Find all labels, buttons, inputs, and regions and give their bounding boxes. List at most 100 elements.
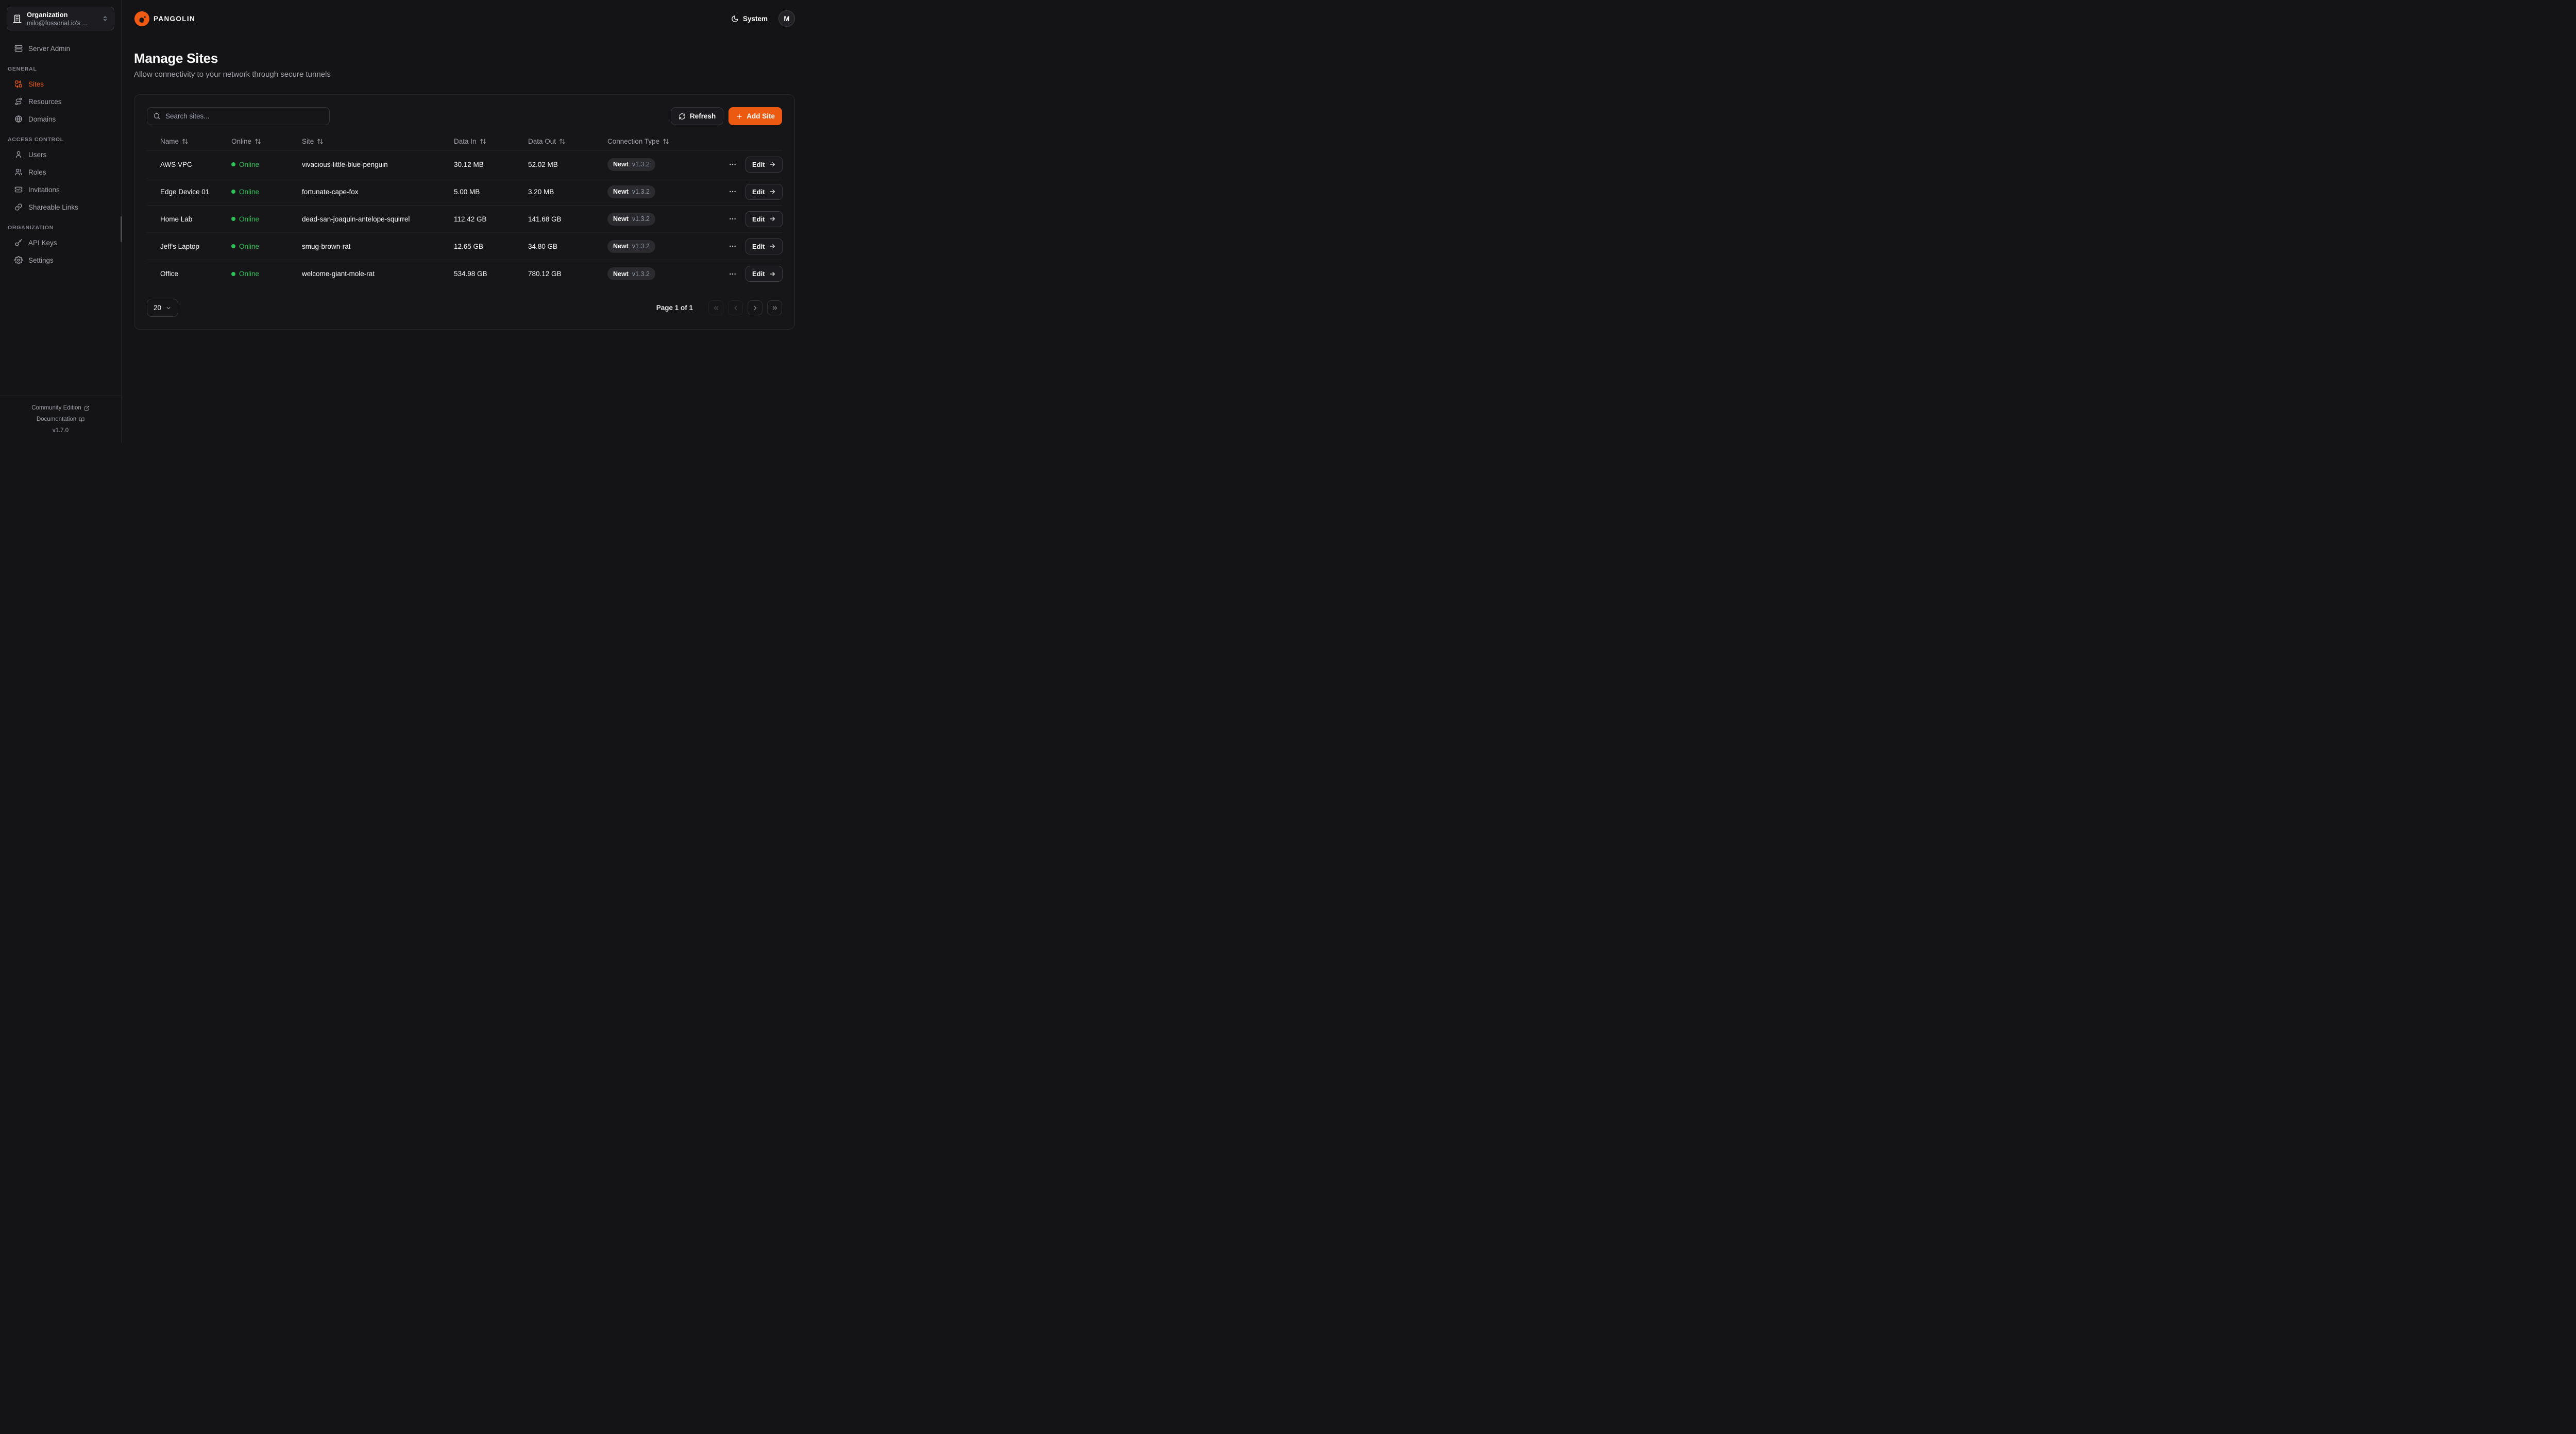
sidebar-item-domains[interactable]: Domains	[7, 112, 114, 126]
connection-type-version: v1.3.2	[632, 215, 650, 223]
row-menu-button[interactable]	[726, 212, 739, 226]
ellipsis-icon	[728, 215, 737, 223]
sidebar-item-sites[interactable]: Sites	[7, 77, 114, 91]
users-icon	[14, 168, 23, 176]
pager-right: Page 1 of 1	[656, 300, 782, 315]
connection-type-badge: Newt v1.3.2	[607, 267, 655, 280]
community-edition-label: Community Edition	[31, 405, 81, 411]
online-status-cell: Online	[231, 243, 302, 250]
online-label: Online	[239, 215, 260, 223]
sidebar-item-users[interactable]: Users	[7, 147, 114, 162]
site-name-cell: Home Lab	[160, 215, 193, 223]
sidebar-item-resources[interactable]: Resources	[7, 94, 114, 109]
site-slug-cell: welcome-giant-mole-rat	[302, 270, 375, 278]
sidebar-scroll-area: Organization milo@fossorial.io's ... Ser…	[0, 0, 121, 396]
row-menu-button[interactable]	[726, 185, 739, 198]
online-status-cell: Online	[231, 161, 302, 168]
connection-type-version: v1.3.2	[632, 270, 650, 278]
data-in-cell: 12.65 GB	[454, 242, 484, 250]
ellipsis-icon	[728, 242, 737, 250]
search-input[interactable]	[165, 112, 324, 120]
column-header-online[interactable]: Online	[231, 138, 302, 145]
theme-label: System	[742, 14, 768, 23]
topbar-right: System M	[731, 10, 795, 27]
chevrons-right-icon	[771, 304, 778, 312]
sites-card: Refresh Add Site Name Online Site Data In Da…	[134, 94, 795, 330]
edit-button[interactable]: Edit	[745, 156, 783, 173]
nav-section-heading: ACCESS CONTROL	[8, 136, 64, 143]
column-label: Name	[160, 138, 179, 145]
data-out-cell: 780.12 GB	[528, 270, 562, 278]
sidebar-scrollbar-thumb[interactable]	[121, 216, 122, 242]
row-menu-button[interactable]	[726, 267, 739, 281]
sidebar-item-label: API Keys	[28, 238, 57, 247]
ellipsis-icon	[728, 187, 737, 196]
previous-page-button[interactable]	[728, 300, 743, 315]
ellipsis-icon	[728, 160, 737, 168]
documentation-link[interactable]: Documentation	[4, 414, 117, 425]
online-dot	[231, 162, 235, 166]
column-header-connection-type[interactable]: Connection Type	[607, 138, 726, 145]
add-site-button[interactable]: Add Site	[728, 107, 782, 125]
table-row: Home Lab Online dead-san-joaquin-antelop…	[147, 206, 783, 233]
online-dot	[231, 190, 235, 194]
org-selector[interactable]: Organization milo@fossorial.io's ...	[7, 7, 114, 30]
column-header-site[interactable]: Site	[302, 138, 454, 145]
community-edition-link[interactable]: Community Edition	[4, 402, 117, 414]
online-status-cell: Online	[231, 188, 302, 196]
data-in-cell: 534.98 GB	[454, 270, 487, 278]
table-row: Jeff's Laptop Online smug-brown-rat 12.6…	[147, 233, 783, 260]
sidebar-item-settings[interactable]: Settings	[7, 253, 114, 267]
ticket-check-icon	[14, 185, 23, 194]
sort-icon	[182, 138, 189, 145]
online-status-cell: Online	[231, 215, 302, 223]
sidebar-item-label: Shareable Links	[28, 203, 78, 211]
page-status: Page 1 of 1	[656, 304, 693, 312]
edit-button[interactable]: Edit	[745, 266, 783, 282]
sidebar-item-invitations[interactable]: Invitations	[7, 182, 114, 197]
last-page-button[interactable]	[767, 300, 782, 315]
site-name-cell: Office	[160, 270, 179, 278]
row-menu-button[interactable]	[726, 240, 739, 253]
next-page-button[interactable]	[748, 300, 762, 315]
page-size-value: 20	[154, 304, 162, 312]
user-avatar[interactable]: M	[778, 10, 795, 27]
edit-button[interactable]: Edit	[745, 183, 783, 200]
table-body: AWS VPC Online vivacious-little-blue-pen…	[147, 151, 783, 287]
edit-button[interactable]: Edit	[745, 211, 783, 227]
page-size-select[interactable]: 20	[147, 299, 179, 317]
chevrons-up-down-icon	[101, 15, 109, 22]
sidebar-item-label: Roles	[28, 168, 46, 176]
combine-icon	[14, 80, 23, 88]
sidebar-nav: Server Admin GENERAL Sites Resources Domains…	[7, 41, 114, 267]
connection-type-version: v1.3.2	[632, 161, 650, 168]
refresh-icon	[679, 113, 686, 120]
column-header-data-in[interactable]: Data In	[454, 138, 528, 145]
arrow-right-icon	[769, 270, 776, 278]
column-header-data-out[interactable]: Data Out	[528, 138, 607, 145]
column-header-name[interactable]: Name	[147, 138, 231, 145]
sidebar-item-label: Server Admin	[28, 44, 71, 53]
brand[interactable]: PANGOLIN	[134, 11, 195, 27]
version-text: v1.7.0	[52, 428, 69, 434]
online-label: Online	[239, 160, 260, 168]
connection-type-name: Newt	[613, 161, 629, 168]
sidebar-item-api-keys[interactable]: API Keys	[7, 235, 114, 250]
row-menu-button[interactable]	[726, 158, 739, 171]
edit-button[interactable]: Edit	[745, 238, 783, 254]
sidebar-item-label: Settings	[28, 256, 54, 264]
sidebar-item-roles[interactable]: Roles	[7, 165, 114, 179]
sidebar-item-shareable-links[interactable]: Shareable Links	[7, 200, 114, 214]
theme-toggle[interactable]: System	[731, 15, 768, 23]
connection-type-badge: Newt v1.3.2	[607, 158, 655, 171]
nav-section-heading: GENERAL	[8, 66, 37, 72]
version-label: v1.7.0	[4, 425, 117, 436]
site-slug-cell: fortunate-cape-fox	[302, 187, 359, 196]
data-out-cell: 141.68 GB	[528, 215, 562, 223]
first-page-button[interactable]	[708, 300, 723, 315]
sidebar-item-server-admin[interactable]: Server Admin	[7, 41, 114, 56]
book-open-icon	[79, 417, 84, 422]
page-header: Manage Sites Allow connectivity to your …	[122, 37, 808, 79]
refresh-button[interactable]: Refresh	[670, 107, 724, 125]
site-slug-cell: vivacious-little-blue-penguin	[302, 160, 388, 168]
